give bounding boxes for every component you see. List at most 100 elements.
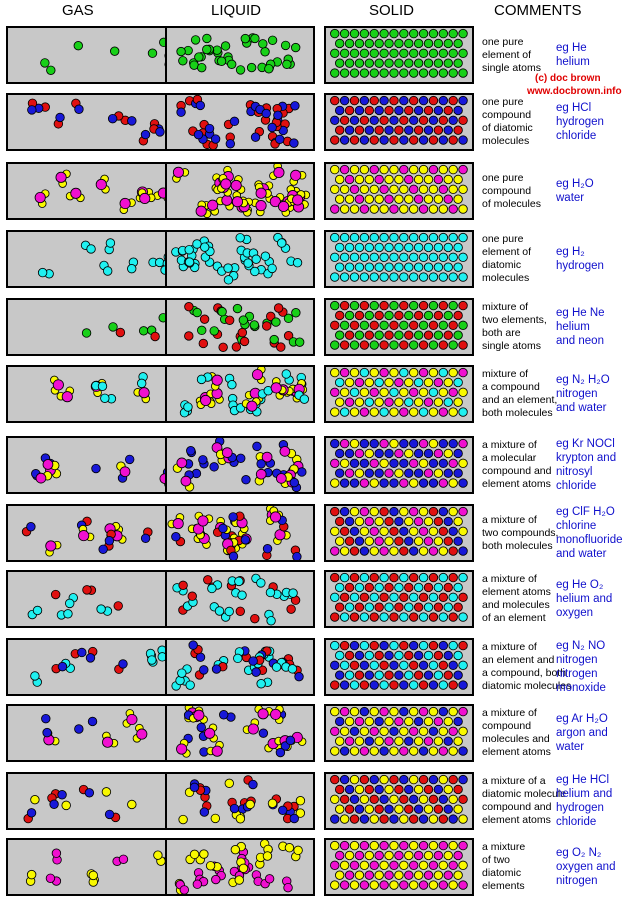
row-example: eg He HCl helium and hydrogen chloride (556, 773, 612, 829)
solid-box-svg (330, 367, 468, 417)
particle-atom (443, 38, 453, 49)
particle-atom (330, 204, 340, 214)
particle-atom (228, 512, 238, 522)
particle-atom (379, 680, 389, 690)
solid-box (324, 570, 474, 628)
particle-atom (103, 266, 113, 276)
particle-atom (369, 115, 379, 126)
particle-atom (330, 592, 340, 603)
particle-atom (267, 122, 277, 133)
comment-line: and an element, (482, 394, 558, 406)
particle-atom (409, 458, 419, 469)
particle-atom (334, 174, 345, 185)
particle-atom (399, 204, 409, 214)
particle-atom (448, 592, 458, 603)
particle-atom (334, 194, 345, 204)
particle-atom (369, 506, 379, 517)
particle-atom (299, 394, 310, 404)
particle-atom (84, 788, 95, 798)
particle-atom (399, 68, 409, 78)
particle-atom (237, 590, 247, 600)
particle-atom (384, 736, 394, 746)
particle-atom (379, 612, 389, 622)
particle-atom (428, 48, 439, 59)
particle-atom (339, 252, 350, 263)
particle-atom (453, 650, 463, 661)
particle-atom (453, 582, 463, 593)
particle-atom (404, 38, 414, 49)
particle-atom (369, 612, 379, 622)
particle-atom (438, 840, 449, 851)
particle-atom (359, 68, 370, 78)
particle-atom (330, 272, 340, 282)
particle-atom (428, 204, 439, 214)
particle-atom (428, 458, 439, 469)
particle-atom (453, 448, 463, 459)
solid-box (324, 162, 474, 220)
particle-atom (240, 33, 251, 44)
particle-atom (418, 204, 429, 214)
particle-atom (379, 407, 389, 417)
particle-atom (204, 727, 216, 739)
particle-atom (96, 604, 106, 614)
particle-atom (379, 814, 389, 824)
particle-atom (423, 716, 434, 727)
particle-atom (409, 438, 419, 449)
particle-atom (409, 135, 419, 145)
particle-atom (379, 135, 389, 145)
row-comment: a mixture of a diatomic molecule compound … (482, 775, 566, 827)
solid-box (324, 230, 474, 288)
particle-atom (216, 56, 227, 66)
particle-atom (409, 252, 419, 263)
particle-atom (413, 242, 424, 253)
particle-atom (443, 242, 453, 253)
particle-atom (394, 716, 404, 727)
comment-line: molecules (482, 272, 530, 284)
particle-atom (330, 572, 340, 583)
particle-atom (243, 258, 253, 268)
particle-atom (339, 232, 350, 243)
example-line: eg He Ne (556, 307, 605, 319)
particle-atom (394, 38, 404, 49)
particle-atom (245, 799, 255, 810)
particle-atom (448, 204, 458, 214)
particle-atom (344, 670, 355, 680)
particle-atom (428, 746, 439, 756)
header-comments: COMMENTS (494, 2, 582, 19)
particle-atom (330, 478, 340, 488)
particle-atom (369, 252, 379, 263)
example-line: eg ClF H₂O (556, 506, 615, 518)
row-comment: one pure compound of diatomic molecules (482, 96, 533, 148)
particle-atom (399, 28, 409, 39)
particle-atom (349, 706, 360, 717)
particle-atom (339, 340, 350, 350)
particle-atom (251, 369, 264, 381)
gas-box-svg (21, 516, 153, 557)
particle-atom (344, 377, 355, 388)
particle-atom (294, 671, 304, 682)
particle-atom (384, 174, 394, 185)
particle-atom (364, 784, 375, 795)
particle-atom (364, 262, 375, 272)
particle-atom (334, 397, 345, 407)
row-example: eg N₂ NO nitrogen nitrogen monoxide (556, 639, 606, 695)
particle-atom (448, 320, 458, 331)
comment-line: two elements, (482, 314, 547, 326)
particle-atom (404, 125, 414, 135)
row-example: eg He helium (556, 41, 590, 69)
particle-atom (283, 882, 293, 893)
particle-atom (448, 526, 458, 537)
particle-atom (262, 544, 273, 554)
particle-atom (293, 845, 303, 856)
particle-atom (423, 468, 434, 478)
particle-atom (409, 68, 419, 78)
particle-atom (285, 735, 296, 746)
particle-atom (399, 478, 409, 488)
particle-atom (409, 204, 419, 214)
particle-atom (423, 397, 434, 407)
particle-atom (448, 880, 458, 890)
particle-atom (438, 164, 449, 175)
particle-atom (278, 200, 290, 213)
particle-atom (188, 640, 198, 650)
particle-atom (334, 448, 345, 459)
